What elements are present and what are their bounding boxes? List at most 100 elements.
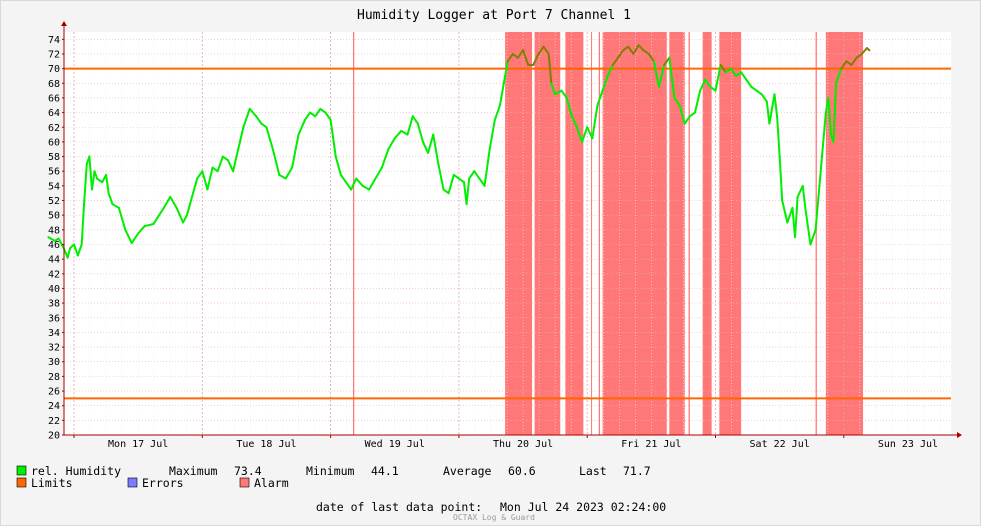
- humidity-line-segment: [673, 96, 681, 107]
- humidity-line-segment: [778, 155, 784, 202]
- humidity-line-segment: [271, 148, 281, 176]
- y-tick-labels: 20 22 24 26 28 30 32 34 36 38 40 42 44 46 48 50 52 54 56 58…: [48, 35, 60, 442]
- humidity-line-segment: [570, 115, 578, 129]
- humidity-line-segment: [750, 85, 758, 92]
- humidity-line-segment: [427, 133, 435, 154]
- humidity-line-segment: [137, 225, 146, 235]
- alarm-band: [669, 32, 685, 435]
- humidity-line-segment: [804, 206, 812, 246]
- y-tick-label: 56: [48, 167, 60, 178]
- humidity-line-segment: [169, 195, 178, 209]
- humidity-line-segment: [303, 111, 312, 121]
- legend-label-limits: Limits: [31, 476, 73, 490]
- humidity-line-segment: [255, 115, 263, 125]
- humidity-line-segment: [416, 122, 424, 143]
- humidity-line-segment: [211, 166, 219, 173]
- alarm-band: [602, 32, 667, 435]
- humidity-line-segment: [432, 133, 440, 165]
- humidity-line-segment: [457, 177, 466, 184]
- humidity-line-segment: [93, 170, 99, 180]
- y-tick-label: 38: [48, 299, 60, 310]
- alarm-band: [505, 32, 533, 435]
- humidity-line-segment: [835, 67, 843, 85]
- alarm-band: [591, 32, 593, 435]
- humidity-line-segment: [493, 104, 501, 121]
- legend-swatch-limits: [16, 477, 27, 488]
- humidity-line-segment: [57, 237, 65, 250]
- humidity-line-segment: [642, 49, 650, 55]
- humidity-line-segment: [237, 126, 245, 151]
- legend-swatch-alarm: [239, 477, 250, 488]
- stat-maximum-label: Maximum: [169, 464, 218, 478]
- humidity-line-segment: [374, 166, 383, 180]
- y-tick-label: 26: [48, 387, 60, 398]
- humidity-line-segment: [627, 45, 635, 55]
- humidity-line-segment: [182, 214, 188, 224]
- humidity-line-segment: [83, 162, 88, 202]
- humidity-line-segment: [542, 45, 550, 55]
- y-tick-label: 72: [48, 49, 60, 60]
- stat-last-value: 71.7: [623, 464, 651, 478]
- stat-average-label: Average: [443, 464, 492, 478]
- humidity-line-segment: [547, 52, 553, 85]
- humidity-line-segment: [637, 44, 645, 52]
- humidity-line-segment: [622, 45, 630, 52]
- x-tick-label: Sat 22 Jul: [750, 439, 810, 450]
- humidity-line-segment: [66, 247, 72, 259]
- humidity-line-segment: [794, 195, 799, 239]
- humidity-line-segment: [719, 63, 727, 74]
- humidity-line-segment: [411, 115, 419, 125]
- humidity-line-segment: [511, 52, 519, 59]
- humidity-line-segment: [368, 177, 377, 191]
- humidity-line-segment: [96, 177, 104, 184]
- humidity-line-segment: [699, 78, 707, 92]
- humidity-line-segment: [554, 89, 563, 96]
- humidity-line-segment: [663, 56, 671, 66]
- humidity-line-segment: [745, 78, 753, 88]
- humidity-line-segment: [284, 166, 294, 180]
- stat-maximum-value: 73.4: [234, 464, 262, 478]
- y-tick-label: 70: [48, 64, 60, 75]
- alarm-band: [565, 32, 584, 435]
- humidity-line-segment: [319, 107, 327, 114]
- humidity-line-segment: [361, 184, 371, 191]
- y-tick-label: 36: [48, 313, 60, 324]
- humidity-line-segment: [339, 173, 347, 184]
- y-tick-label: 34: [48, 328, 60, 339]
- humidity-line-segment: [693, 89, 702, 114]
- legend-label-errors: Errors: [142, 476, 184, 490]
- humidity-line-segment: [329, 118, 337, 158]
- humidity-line-segment: [776, 115, 781, 158]
- humidity-line-segment: [755, 89, 763, 96]
- stat-average-value: 60.6: [508, 464, 536, 478]
- humidity-line-segment: [324, 111, 332, 121]
- humidity-line-segment: [117, 206, 127, 231]
- alarm-band: [702, 32, 712, 435]
- y-tick-label: 28: [48, 372, 60, 383]
- humidity-line-segment: [437, 162, 445, 191]
- humidity-line-segment: [502, 60, 509, 85]
- humidity-line-segment: [265, 126, 274, 151]
- y-axis-arrow: [61, 21, 67, 26]
- humidity-line-segment: [729, 67, 738, 77]
- alarm-band: [825, 32, 864, 435]
- y-tick-label: 30: [48, 357, 60, 368]
- credit-text: OCTAX Log & Guard: [453, 513, 535, 522]
- humidity-line-segment: [581, 126, 589, 143]
- humidity-line-segment: [278, 173, 287, 180]
- y-tick-label: 74: [48, 35, 60, 46]
- y-tick-label: 64: [48, 108, 60, 119]
- humidity-line-segment: [111, 203, 120, 209]
- chart-title: Humidity Logger at Port 7 Channel 1: [357, 8, 631, 23]
- y-tick-label: 32: [48, 343, 60, 354]
- humidity-line-segment: [537, 45, 545, 55]
- axes: [61, 21, 962, 438]
- humidity-line-segment: [483, 148, 491, 187]
- humidity-line-segment: [850, 56, 858, 66]
- humidity-line-segment: [380, 148, 390, 169]
- humidity-line-segment: [143, 222, 155, 228]
- humidity-line-segment: [550, 82, 557, 96]
- humidity-line-segment: [297, 118, 306, 136]
- y-tick-label: 22: [48, 416, 60, 427]
- alarm-band: [598, 32, 601, 435]
